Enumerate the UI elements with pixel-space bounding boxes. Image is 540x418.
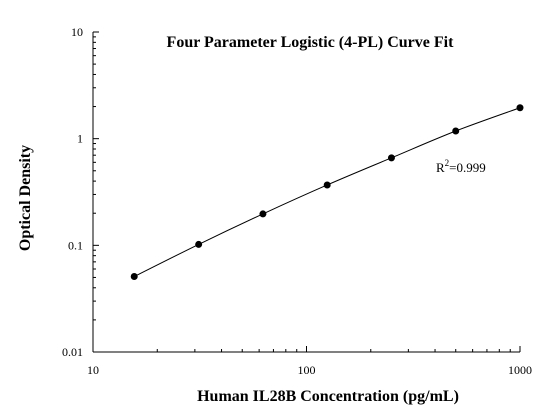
- plot-area: [92, 32, 520, 353]
- x-tick-label: 1000: [508, 363, 532, 377]
- x-tick-label: 100: [298, 363, 316, 377]
- r-squared-superscript: 2: [445, 158, 450, 168]
- r-squared-prefix: R: [436, 160, 445, 175]
- r-squared-annotation: R2=0.999: [436, 158, 486, 175]
- x-axis-title: Human IL28B Concentration (pg/mL): [197, 388, 459, 405]
- y-tick-label: 1: [77, 132, 83, 146]
- y-tick-label: 0.1: [68, 238, 83, 252]
- data-point: [259, 210, 267, 218]
- chart-title: Four Parameter Logistic (4-PL) Curve Fit: [167, 34, 455, 51]
- data-point: [130, 273, 138, 281]
- data-point: [323, 181, 331, 189]
- y-tick-label: 10: [71, 25, 83, 39]
- y-axis-title: Optical Density: [17, 145, 34, 251]
- axis-ticks: [92, 31, 521, 353]
- data-points: [130, 104, 524, 281]
- x-tick-label: 10: [87, 363, 99, 377]
- r-squared-value: =0.999: [449, 160, 486, 175]
- data-point: [195, 240, 203, 248]
- data-point: [452, 127, 460, 135]
- fit-curve: [134, 107, 521, 277]
- data-point: [387, 154, 395, 162]
- y-tick-label: 0.01: [62, 345, 83, 359]
- tick-labels: 10 100 1000 0.01 0.1 1 10: [62, 25, 532, 377]
- data-point: [516, 104, 524, 112]
